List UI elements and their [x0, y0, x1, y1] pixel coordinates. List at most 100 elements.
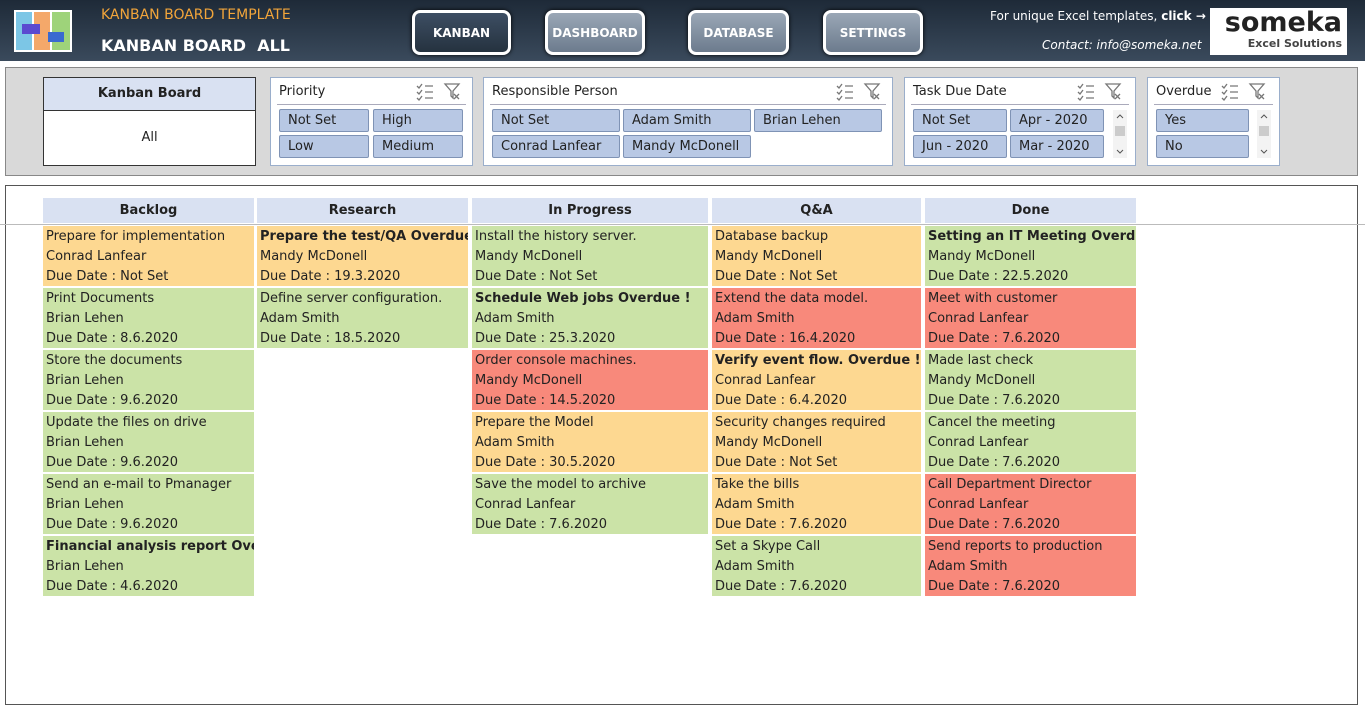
- slicer-item[interactable]: Conrad Lanfear: [492, 135, 620, 158]
- task-title: Install the history server.: [475, 229, 637, 244]
- task-person: Adam Smith: [715, 559, 795, 574]
- task-card[interactable]: Prepare the Model Adam Smith Due Date : 30…: [472, 412, 708, 472]
- task-card[interactable]: Prepare for implementation Conrad Lanfear…: [43, 226, 254, 286]
- task-card[interactable]: Verify event flow. Overdue ! Conrad Lanfe…: [712, 350, 921, 410]
- task-title: Take the bills: [715, 477, 800, 492]
- slicer-divider: [1154, 104, 1273, 105]
- slicer-item[interactable]: Not Set: [492, 109, 620, 132]
- task-due: Due Date : 16.4.2020: [715, 331, 856, 346]
- freeze-line: [0, 224, 1365, 225]
- task-title: Order console machines.: [475, 353, 637, 368]
- task-person: Adam Smith: [475, 311, 555, 326]
- promo-link[interactable]: click →: [1161, 9, 1206, 23]
- slicer-item[interactable]: Yes: [1156, 109, 1249, 132]
- task-card[interactable]: Security changes required Mandy McDonell D…: [712, 412, 921, 472]
- slicer-item[interactable]: Not Set: [913, 109, 1007, 132]
- nav-button[interactable]: DATABASE: [688, 10, 789, 55]
- column-header: Research: [257, 198, 468, 223]
- slicer-item[interactable]: Apr - 2020: [1010, 109, 1104, 132]
- task-card[interactable]: Made last check Mandy McDonell Due Date : …: [925, 350, 1136, 410]
- task-card[interactable]: Cancel the meeting Conrad Lanfear Due Date…: [925, 412, 1136, 472]
- task-person: Brian Lehen: [46, 559, 124, 574]
- task-card[interactable]: Send an e-mail to Pmanager Brian Lehen Due…: [43, 474, 254, 534]
- slicer: Priority Not Set High Low Medium: [270, 77, 473, 166]
- slicer-item[interactable]: Adam Smith: [623, 109, 751, 132]
- task-title: Call Department Director: [928, 477, 1092, 492]
- slicer-item[interactable]: Mandy McDonell: [623, 135, 751, 158]
- task-card[interactable]: Schedule Web jobs Overdue ! Adam Smith Due…: [472, 288, 708, 348]
- slicer-item[interactable]: High: [373, 109, 463, 132]
- task-card[interactable]: Extend the data model. Adam Smith Due Date…: [712, 288, 921, 348]
- task-card[interactable]: Send reports to production Adam Smith Due …: [925, 536, 1136, 596]
- task-due: Due Date : 7.6.2020: [715, 517, 847, 532]
- task-person: Mandy McDonell: [715, 249, 823, 264]
- task-person: Conrad Lanfear: [928, 497, 1029, 512]
- task-card[interactable]: Install the history server. Mandy McDonel…: [472, 226, 708, 286]
- slicer-icons: [1075, 81, 1125, 101]
- task-title: Save the model to archive: [475, 477, 647, 492]
- task-card[interactable]: Financial analysis report Overdue Brian L…: [43, 536, 254, 596]
- task-title: Extend the data model.: [715, 291, 869, 306]
- slicer-item[interactable]: Mar - 2020: [1010, 135, 1104, 158]
- task-title: Financial analysis report Overdue: [46, 539, 254, 554]
- task-card[interactable]: Update the files on drive Brian Lehen Due …: [43, 412, 254, 472]
- task-card[interactable]: Print Documents Brian Lehen Due Date : 8.6…: [43, 288, 254, 348]
- slicer-item[interactable]: Jun - 2020: [913, 135, 1007, 158]
- slicer-item[interactable]: No: [1156, 135, 1249, 158]
- task-card[interactable]: Prepare the test/QA Overdue ! Mandy McDon…: [257, 226, 468, 286]
- slicer-divider: [277, 104, 466, 105]
- task-due: Due Date : 9.6.2020: [46, 455, 178, 470]
- task-due: Due Date : 8.6.2020: [46, 331, 178, 346]
- task-title: Prepare the test/QA Overdue !: [260, 229, 468, 244]
- task-due: Due Date : 22.5.2020: [928, 269, 1069, 284]
- task-due: Due Date : 7.6.2020: [715, 579, 847, 594]
- task-person: Mandy McDonell: [475, 373, 583, 388]
- slicer-item[interactable]: Medium: [373, 135, 463, 158]
- task-due: Due Date : 6.4.2020: [715, 393, 847, 408]
- nav-button[interactable]: DASHBOARD: [545, 10, 645, 55]
- task-title: Database backup: [715, 229, 829, 244]
- board-title-text: KANBAN BOARD: [101, 36, 247, 55]
- task-card[interactable]: Database backup Mandy McDonell Due Date : …: [712, 226, 921, 286]
- task-title: Prepare the Model: [475, 415, 594, 430]
- task-due: Due Date : 25.3.2020: [475, 331, 616, 346]
- slicer-divider: [490, 104, 886, 105]
- task-due: Due Date : 7.6.2020: [928, 455, 1060, 470]
- task-card[interactable]: Define server configuration. Adam Smith Du…: [257, 288, 468, 348]
- task-person: Mandy McDonell: [475, 249, 583, 264]
- slicer-item[interactable]: Low: [279, 135, 369, 158]
- board-filter: ALL: [257, 36, 290, 55]
- slicer: Task Due Date Not Set Apr - 2020 Jun - 2020…: [904, 77, 1136, 166]
- task-due: Due Date : 14.5.2020: [475, 393, 616, 408]
- slicer-item[interactable]: Brian Lehen: [754, 109, 882, 132]
- task-person: Brian Lehen: [46, 373, 124, 388]
- task-card[interactable]: Take the bills Adam Smith Due Date : 7.6.2…: [712, 474, 921, 534]
- slicer-icons: [414, 81, 464, 101]
- task-card[interactable]: Meet with customer Conrad Lanfear Due Date…: [925, 288, 1136, 348]
- task-card[interactable]: Order console machines. Mandy McDonell Due…: [472, 350, 708, 410]
- task-title: Setting an IT Meeting Overdue !: [928, 229, 1136, 244]
- slicer: Overdue Yes No: [1147, 77, 1280, 166]
- task-card[interactable]: Store the documents Brian Lehen Due Date :…: [43, 350, 254, 410]
- task-title: Store the documents: [46, 353, 183, 368]
- slicer-title: Overdue: [1156, 84, 1212, 99]
- slicer: Responsible Person Not Set Adam Smith Brian…: [483, 77, 893, 166]
- app-logo: [14, 10, 72, 52]
- slicer-item[interactable]: Not Set: [279, 109, 369, 132]
- board-title: KANBAN BOARD ALL: [101, 36, 290, 55]
- task-title: Define server configuration.: [260, 291, 443, 306]
- task-person: Mandy McDonell: [715, 435, 823, 450]
- task-title: Meet with customer: [928, 291, 1058, 306]
- task-person: Adam Smith: [715, 311, 795, 326]
- task-title: Set a Skype Call: [715, 539, 821, 554]
- nav-button[interactable]: KANBAN: [412, 10, 511, 55]
- task-card[interactable]: Save the model to archive Conrad Lanfear D…: [472, 474, 708, 534]
- someka-logo[interactable]: someka Excel Solutions: [1210, 8, 1347, 55]
- task-card[interactable]: Setting an IT Meeting Overdue ! Mandy McD…: [925, 226, 1136, 286]
- task-card[interactable]: Set a Skype Call Adam Smith Due Date : 7.6…: [712, 536, 921, 596]
- task-card[interactable]: Call Department Director Conrad Lanfear Du…: [925, 474, 1136, 534]
- task-due: Due Date : 30.5.2020: [475, 455, 616, 470]
- slicer-icons: [834, 81, 884, 101]
- task-due: Due Date : Not Set: [715, 455, 838, 470]
- nav-button[interactable]: SETTINGS: [823, 10, 923, 55]
